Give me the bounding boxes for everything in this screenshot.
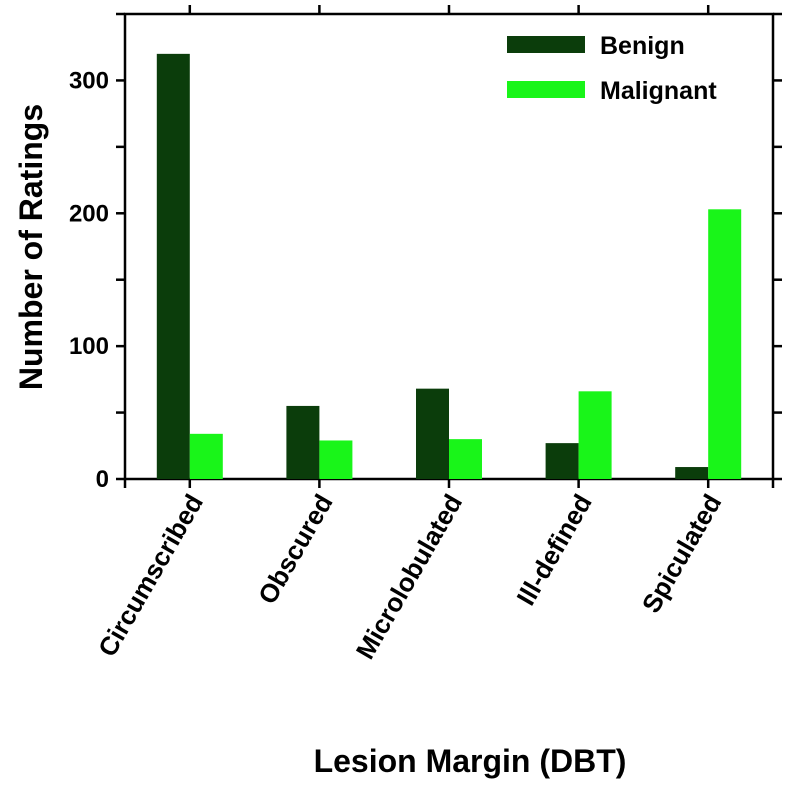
y-tick-label: 200 bbox=[69, 200, 109, 227]
bar-malignant-microlobulated bbox=[449, 439, 482, 479]
legend: Benign Malignant bbox=[507, 32, 717, 105]
bar-benign-circumscribed bbox=[156, 53, 190, 479]
x-tick-label: Obscured bbox=[252, 489, 339, 609]
bar-malignant-spiculated bbox=[708, 209, 742, 480]
x-tick-label: Ill-defined bbox=[510, 489, 597, 610]
bar-benign-spiculated bbox=[675, 467, 709, 479]
bars bbox=[156, 53, 742, 480]
legend-label-benign: Benign bbox=[600, 32, 685, 60]
y-axis-label: Number of Ratings bbox=[13, 104, 49, 390]
legend-swatch-malignant bbox=[507, 81, 585, 98]
legend-label-malignant: Malignant bbox=[600, 77, 717, 105]
y-tick-label: 0 bbox=[96, 466, 109, 493]
bar-malignant-circumscribed bbox=[189, 433, 223, 479]
bar-benign-obscured bbox=[286, 405, 320, 479]
bar-malignant-ill-defined bbox=[578, 391, 612, 479]
y-tick-label: 300 bbox=[69, 67, 109, 94]
x-tick-label: Circumscribed bbox=[92, 489, 209, 662]
y-axis-ticks: 0 100 200 300 bbox=[69, 12, 782, 493]
x-tick-label: Microlobulated bbox=[350, 489, 468, 664]
x-axis-label: Lesion Margin (DBT) bbox=[314, 743, 627, 779]
legend-swatch-benign bbox=[507, 36, 585, 53]
y-tick-label: 100 bbox=[69, 333, 109, 360]
x-tick-label: Spiculated bbox=[636, 489, 728, 618]
bar-benign-microlobulated bbox=[416, 388, 449, 479]
bar-benign-ill-defined bbox=[545, 443, 579, 479]
bar-malignant-obscured bbox=[319, 440, 353, 479]
